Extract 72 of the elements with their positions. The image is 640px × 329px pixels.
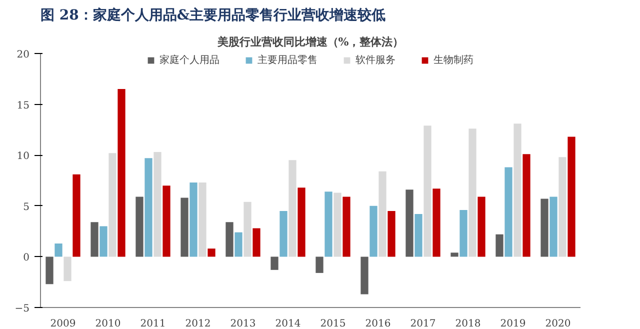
x-tick-label: 2015 — [320, 318, 346, 329]
bar — [180, 198, 188, 257]
bar — [108, 153, 116, 257]
bar — [496, 234, 504, 257]
bar — [504, 167, 512, 257]
bar — [522, 154, 530, 257]
bar — [234, 232, 242, 257]
bar — [360, 256, 368, 294]
bar — [144, 158, 152, 257]
legend-label: 软件服务 — [356, 54, 396, 67]
bar — [64, 256, 72, 282]
bar — [414, 214, 422, 257]
legend-label: 主要用品零售 — [258, 54, 318, 67]
legend-label: 家庭个人用品 — [160, 54, 220, 67]
bar — [270, 256, 278, 270]
bar — [342, 196, 350, 257]
bar — [558, 157, 566, 257]
bar — [450, 252, 458, 257]
bar — [550, 196, 558, 257]
bar — [334, 192, 342, 257]
chart-subtitle: 美股行业营收同比增速（%，整体法） — [216, 36, 404, 48]
bar — [208, 248, 216, 257]
bar — [370, 206, 378, 257]
y-tick-label: 0 — [23, 252, 30, 264]
bar — [378, 171, 386, 257]
y-tick-label: 10 — [16, 151, 30, 162]
y-tick-label: −5 — [14, 304, 30, 314]
bar — [406, 190, 414, 257]
x-tick-label: 2019 — [500, 318, 526, 329]
x-tick-label: 2018 — [455, 318, 481, 329]
bar — [568, 136, 576, 257]
bar — [388, 210, 396, 257]
x-tick-label: 2010 — [95, 318, 121, 329]
bar — [244, 202, 252, 257]
x-tick-label: 2014 — [275, 318, 301, 329]
bar — [154, 152, 162, 257]
bar — [514, 124, 522, 257]
bar — [540, 198, 548, 257]
x-tick-label: 2016 — [365, 318, 391, 329]
bar — [136, 196, 144, 257]
bar — [468, 128, 476, 257]
bar — [288, 160, 296, 257]
bar — [100, 226, 108, 257]
bar — [46, 256, 54, 284]
bar — [432, 188, 440, 257]
y-tick-label: 20 — [16, 50, 30, 60]
bar — [54, 243, 62, 257]
bar — [324, 192, 332, 257]
bar — [226, 222, 234, 257]
y-tick-label: 5 — [23, 202, 30, 213]
x-tick-label: 2012 — [185, 318, 211, 329]
x-tick-label: 2009 — [50, 318, 76, 329]
bar — [190, 182, 198, 257]
bar — [298, 188, 306, 257]
bar — [316, 256, 324, 273]
bar — [252, 228, 260, 257]
x-tick-label: 2020 — [545, 318, 571, 329]
bar — [72, 174, 80, 257]
bar — [198, 182, 206, 257]
y-tick-label: 15 — [16, 100, 30, 112]
chart-title: 图 28：家庭个人用品&主要用品零售行业营收增速较低 — [40, 6, 386, 24]
bar — [460, 210, 468, 257]
bar — [424, 126, 432, 257]
x-tick-label: 2011 — [140, 318, 166, 329]
bar — [162, 186, 170, 257]
legend-label: 生物制药 — [434, 54, 474, 67]
bar — [90, 222, 98, 257]
bar — [280, 210, 288, 257]
x-tick-label: 2013 — [230, 318, 256, 329]
x-tick-label: 2017 — [410, 318, 436, 329]
bar — [118, 89, 126, 257]
bar — [478, 196, 486, 257]
